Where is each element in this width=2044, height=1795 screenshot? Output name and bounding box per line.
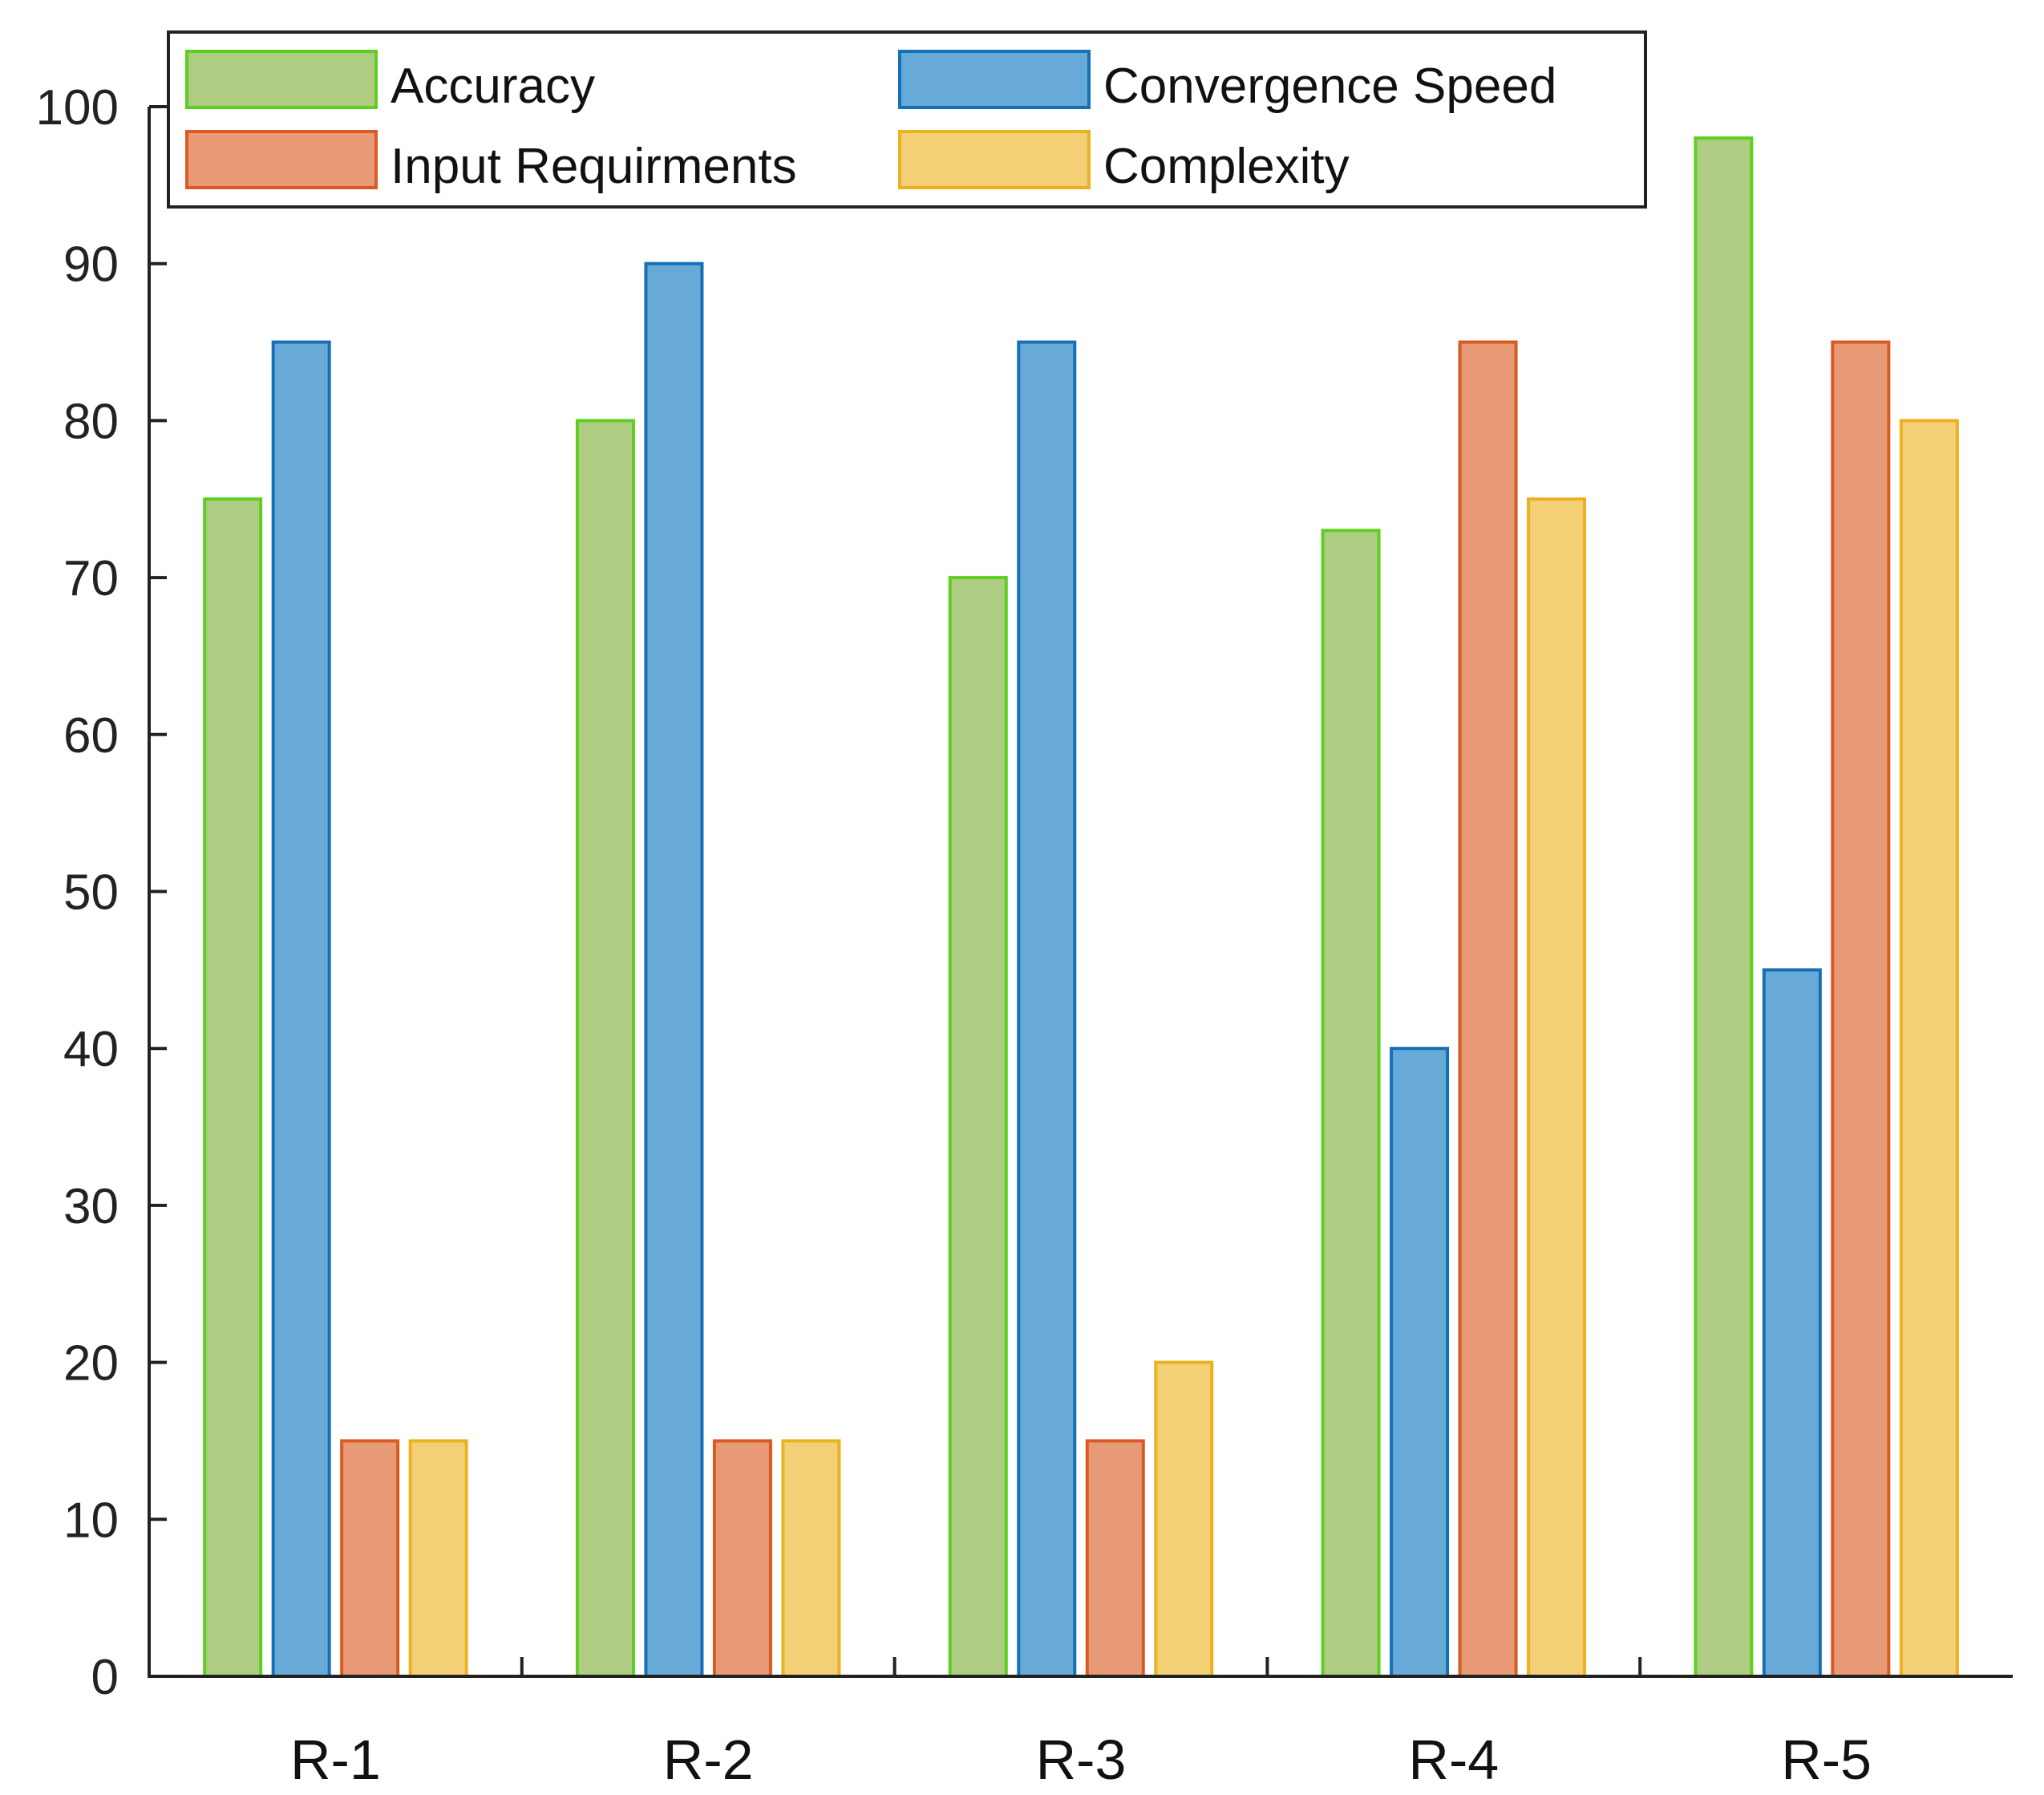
y-tick-label-0: 0 xyxy=(91,1650,119,1705)
legend-label-input-requirments: Input Requirments xyxy=(391,139,797,194)
x-tick-label-r-1: R-1 xyxy=(290,1728,381,1791)
bar-accuracy-r-2 xyxy=(575,419,635,1678)
x-tick-label-r-2: R-2 xyxy=(663,1728,754,1791)
x-tick-label-r-3: R-3 xyxy=(1036,1728,1127,1791)
bar-convergence-speed-r-3 xyxy=(1017,340,1077,1678)
bar-accuracy-r-4 xyxy=(1321,529,1381,1678)
y-tick-label-60: 60 xyxy=(63,708,119,764)
legend-swatch-input-requirments xyxy=(185,130,378,189)
bar-complexity-r-2 xyxy=(781,1439,841,1678)
bar-input-requirments-r-4 xyxy=(1458,340,1518,1678)
y-tick-label-10: 10 xyxy=(63,1493,119,1548)
y-tick-label-80: 80 xyxy=(63,394,119,449)
y-tick-label-70: 70 xyxy=(63,551,119,606)
y-tick-label-40: 40 xyxy=(63,1022,119,1077)
x-tick-label-r-5: R-5 xyxy=(1781,1728,1872,1791)
bars-layer xyxy=(203,136,1959,1679)
bar-complexity-r-4 xyxy=(1527,497,1587,1678)
bar-convergence-speed-r-2 xyxy=(644,261,704,1679)
bar-complexity-r-1 xyxy=(408,1439,468,1678)
x-tick-label-r-4: R-4 xyxy=(1408,1728,1499,1791)
bar-input-requirments-r-5 xyxy=(1831,340,1891,1678)
y-tick-label-100: 100 xyxy=(36,80,119,136)
legend-swatch-convergence-speed xyxy=(898,50,1091,109)
bar-convergence-speed-r-5 xyxy=(1762,968,1822,1678)
ticks-layer: 0 10 20 30 40 50 60 70 80 90 100 R-1 R-2 R-3 R-4 R-5 xyxy=(36,80,1872,1791)
bar-input-requirments-r-2 xyxy=(712,1439,772,1678)
bar-input-requirments-r-3 xyxy=(1085,1439,1145,1678)
y-tick-label-20: 20 xyxy=(63,1336,119,1392)
bar-accuracy-r-1 xyxy=(203,497,263,1678)
legend-label-convergence-speed: Convergence Speed xyxy=(1103,59,1556,114)
legend-swatch-accuracy xyxy=(185,50,378,109)
legend-label-accuracy: Accuracy xyxy=(391,59,595,114)
bar-accuracy-r-5 xyxy=(1694,136,1754,1678)
legend-swatch-complexity xyxy=(898,130,1091,189)
bar-accuracy-r-3 xyxy=(948,576,1008,1678)
legend-label-complexity: Complexity xyxy=(1103,139,1350,194)
bar-complexity-r-5 xyxy=(1899,419,1959,1678)
bar-convergence-speed-r-4 xyxy=(1390,1047,1450,1678)
bar-complexity-r-3 xyxy=(1154,1360,1214,1678)
y-tick-label-30: 30 xyxy=(63,1179,119,1234)
bar-input-requirments-r-1 xyxy=(340,1439,400,1678)
bar-convergence-speed-r-1 xyxy=(271,340,331,1678)
y-tick-label-90: 90 xyxy=(63,237,119,293)
y-tick-label-50: 50 xyxy=(63,865,119,921)
legend: Accuracy Convergence Speed Input Requirm… xyxy=(167,30,1647,209)
